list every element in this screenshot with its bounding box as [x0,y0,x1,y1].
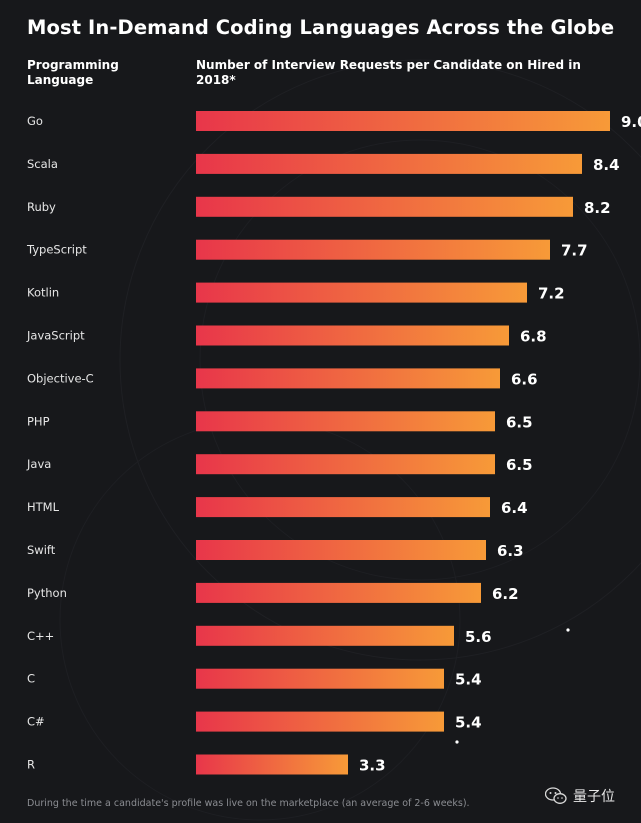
value-label: 6.6 [511,370,538,388]
value-label: 6.5 [506,456,533,474]
category-label: HTML [27,500,60,514]
bar-ruby [196,196,573,217]
category-label: C [27,672,35,686]
value-label: 7.7 [561,242,588,260]
value-label: 9.0 [621,113,641,131]
bar-go [196,111,610,131]
bar-python [196,582,481,603]
bar-c- [196,711,444,732]
chart-title: Most In-Demand Coding Languages Across t… [27,16,615,39]
value-label: 6.8 [520,328,547,346]
bar-r [196,754,348,775]
bar-java [196,454,495,475]
bar-objective-c [196,368,500,389]
category-label: Python [27,586,67,600]
value-label: 6.5 [506,413,533,431]
value-label: 5.4 [455,714,482,732]
category-label: C++ [27,629,54,643]
bar-c [196,668,444,689]
bar-html [196,497,490,518]
value-label: 6.2 [492,585,519,603]
bar-swift [196,540,486,560]
category-label: C# [27,715,45,729]
category-label: Swift [27,543,56,557]
category-label: Objective-C [27,371,94,385]
wechat-icon [545,787,567,804]
bar-scala [196,153,582,174]
watermark: 量子位 [545,786,615,806]
category-label: JavaScript [26,329,85,343]
bar-php [196,411,495,432]
category-label: Kotlin [27,286,59,300]
category-label: R [27,758,35,772]
bar-typescript [196,239,550,260]
bar-c- [196,625,454,646]
value-label: 5.4 [455,671,482,689]
footnote: During the time a candidate's profile wa… [27,798,470,809]
bar-kotlin [196,282,527,303]
value-label: 8.2 [584,199,611,217]
value-label: 6.4 [501,499,528,517]
category-label: Go [27,114,43,128]
category-label: TypeScript [26,243,87,257]
category-label: PHP [27,414,50,428]
category-label: Java [26,457,51,471]
value-label: 6.3 [497,542,524,560]
category-label: Ruby [27,200,56,214]
value-label: 7.2 [538,285,565,303]
value-column-header: Number of Interview Requests per Candida… [196,58,581,87]
bar-javascript [196,325,509,346]
language-column-header: Programming Language [27,58,119,87]
value-label: 8.4 [593,156,620,174]
watermark-text: 量子位 [573,789,615,805]
value-label: 3.3 [359,757,386,775]
value-label: 5.6 [465,628,492,646]
category-label: Scala [27,157,58,171]
